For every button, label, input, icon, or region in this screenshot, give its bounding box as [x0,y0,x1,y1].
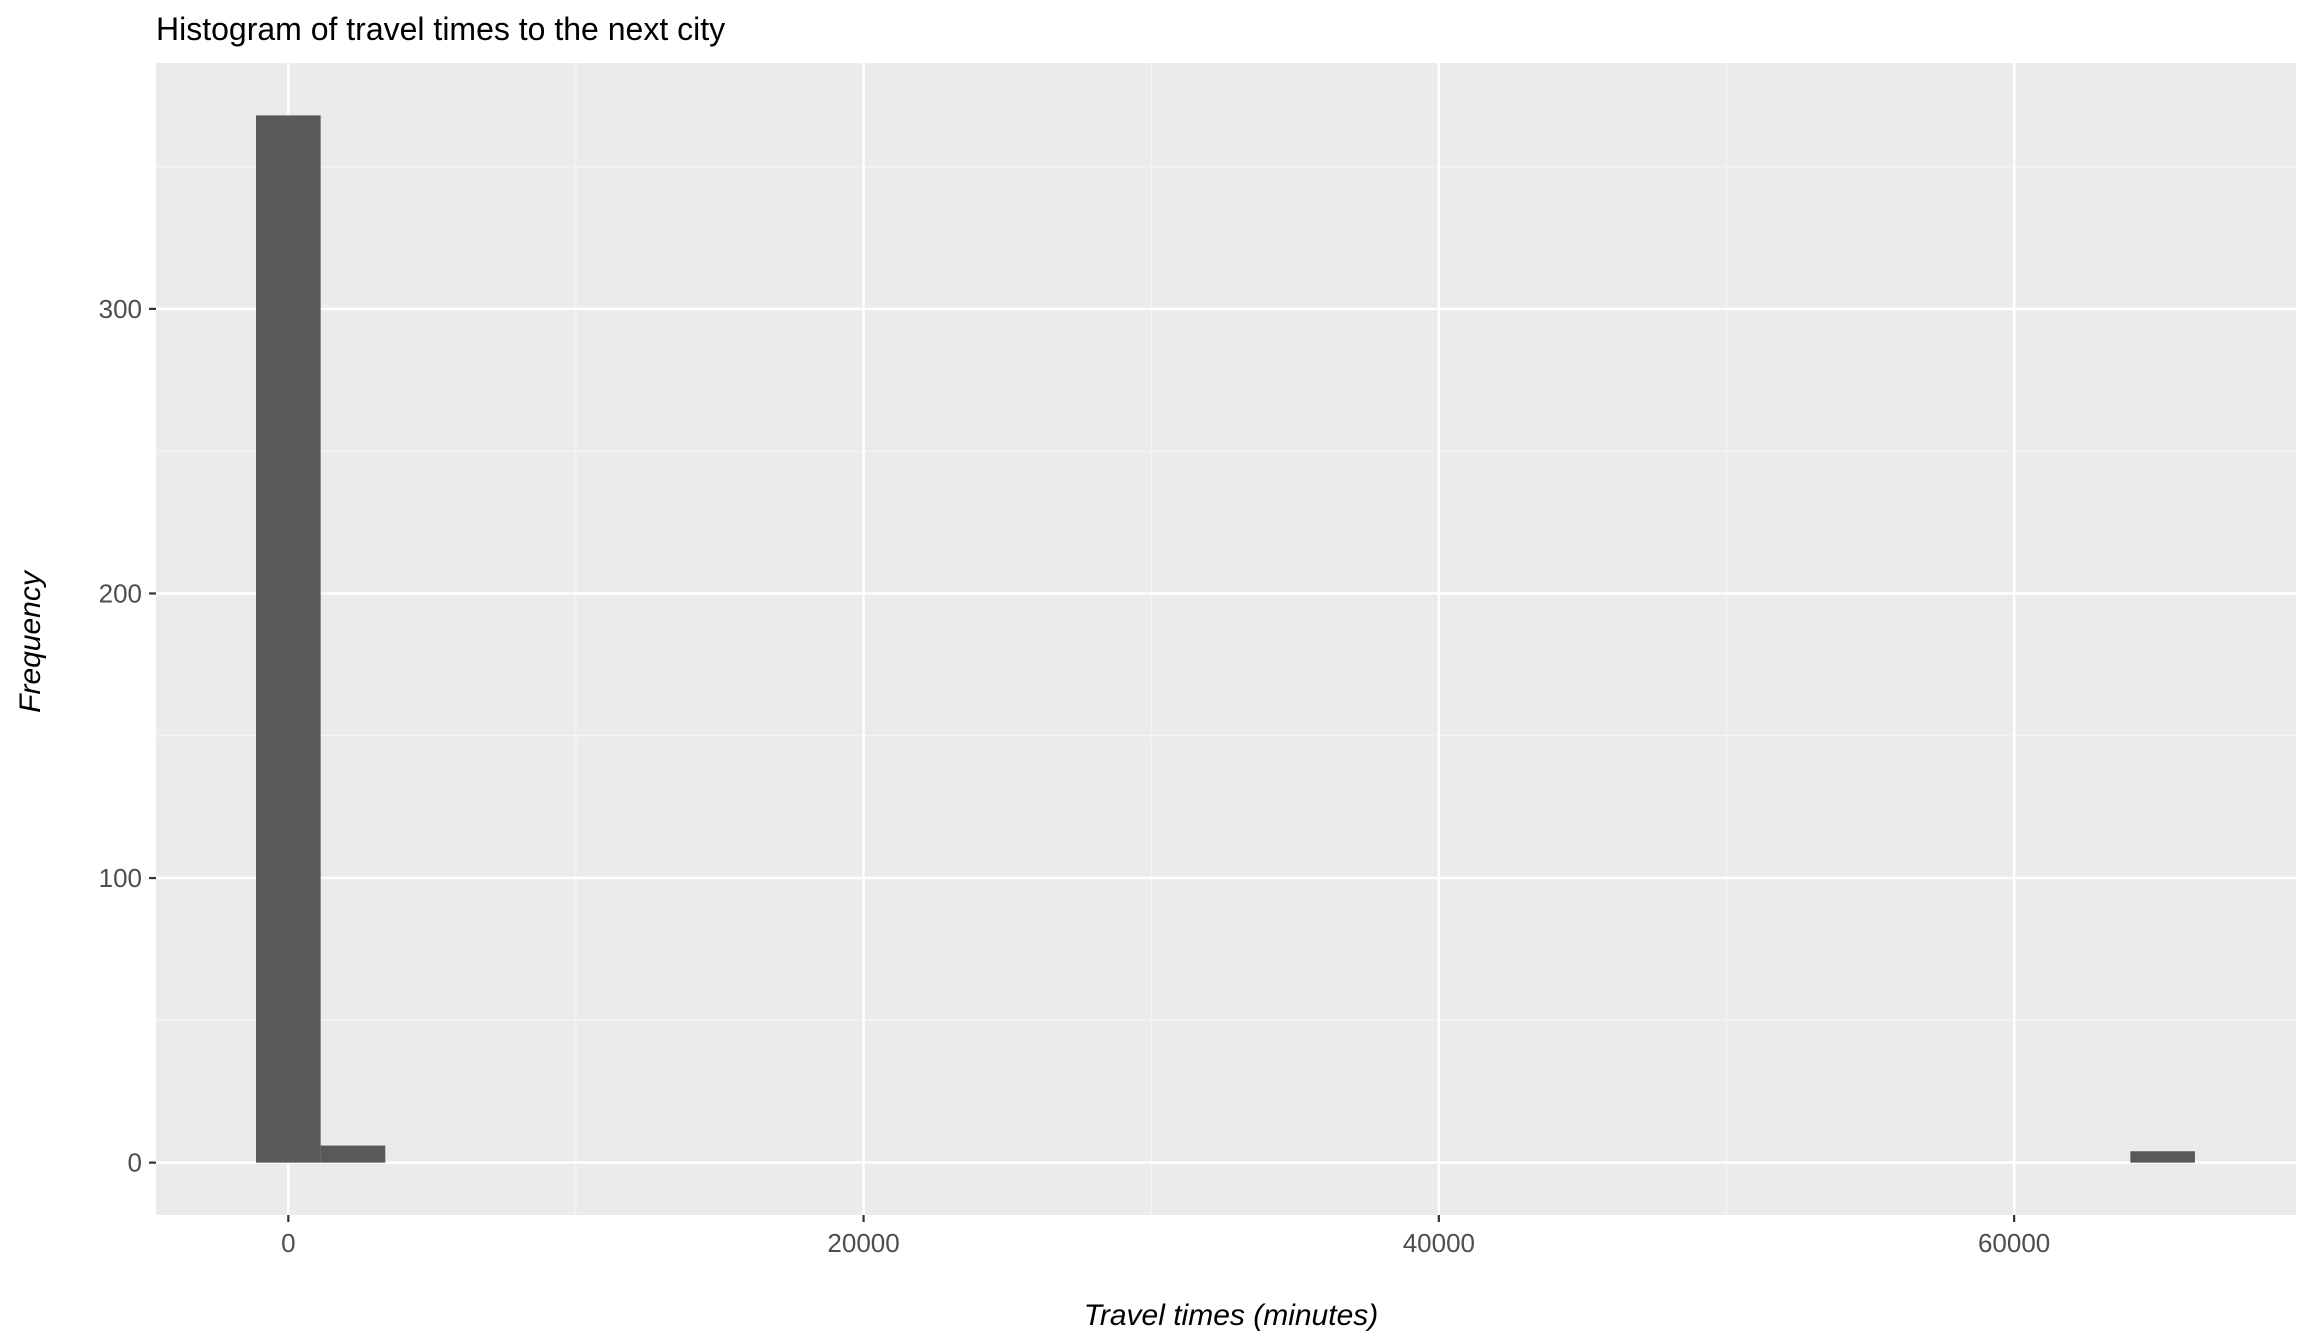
histogram-bar [256,115,321,1163]
chart-title: Histogram of travel times to the next ci… [156,11,725,47]
major-gridlines [156,63,2296,1215]
x-axis-title: Travel times (minutes) [1084,1299,1379,1332]
minor-gridlines [156,63,2296,1215]
x-tick-label: 60000 [1978,1228,2050,1258]
x-tick-label: 20000 [827,1228,899,1258]
x-tick-label: 40000 [1403,1228,1475,1258]
histogram-bar [2130,1151,2195,1163]
x-axis-ticks: 0 20000 40000 60000 [281,1215,2050,1258]
panel-background [156,63,2296,1215]
plot-panel [156,63,2296,1215]
y-axis-title: Frequency [14,569,47,713]
y-tick-label: 100 [99,863,142,893]
histogram-bars [256,115,2195,1163]
y-tick-label: 200 [99,578,142,608]
histogram-bar [320,1145,386,1163]
y-tick-label: 0 [128,1148,142,1178]
y-tick-label: 300 [99,294,142,324]
y-axis-ticks: 0 100 200 300 [99,294,156,1178]
x-tick-label: 0 [281,1228,295,1258]
